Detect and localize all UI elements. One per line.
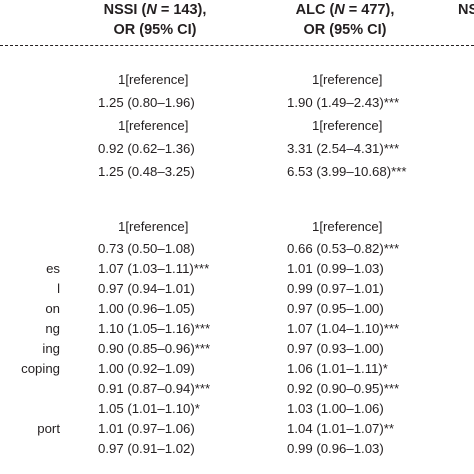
alc-or-cell: 1[reference] bbox=[312, 219, 383, 234]
alc-or-cell: 0.97 (0.93–1.00) bbox=[287, 341, 384, 356]
alc-or-cell: 0.99 (0.96–1.03) bbox=[287, 441, 384, 456]
row-label: l bbox=[57, 281, 60, 296]
nssi-or-cell: 1[reference] bbox=[118, 118, 189, 133]
row-label: ing bbox=[42, 341, 60, 356]
row-label: coping bbox=[21, 361, 60, 376]
nssi-or-cell: 0.92 (0.62–1.36) bbox=[98, 141, 195, 156]
nssi-or-cell: 0.97 (0.94–1.01) bbox=[98, 281, 195, 296]
nssi-or-cell: 0.73 (0.50–1.08) bbox=[98, 241, 195, 256]
alc-or-cell: 1[reference] bbox=[312, 72, 383, 87]
column-header-nssi-prefix: NSSI ( bbox=[103, 2, 147, 18]
nssi-or-cell: 1.10 (1.05–1.16)*** bbox=[98, 321, 211, 336]
nssi-or-cell: 1[reference] bbox=[118, 219, 189, 234]
alc-or-cell: 1.90 (1.49–2.43)*** bbox=[287, 95, 400, 110]
alc-or-cell: 1.06 (1.01–1.11)* bbox=[287, 361, 388, 376]
column-header-nssi: NSSI (N = 143), OR (95% CI) bbox=[92, 0, 218, 40]
nssi-or-cell: 1.00 (0.96–1.05) bbox=[98, 301, 195, 316]
alc-or-cell: 1.01 (0.99–1.03) bbox=[287, 261, 384, 276]
header-divider bbox=[0, 45, 474, 46]
alc-or-cell: 0.92 (0.90–0.95)*** bbox=[287, 381, 400, 396]
column-header-nssi-subtitle: OR (95% CI) bbox=[113, 22, 197, 38]
nssi-or-cell: 1.25 (0.48–3.25) bbox=[98, 164, 195, 179]
alc-or-cell: 0.99 (0.97–1.01) bbox=[287, 281, 384, 296]
alc-or-cell: 1.07 (1.04–1.10)*** bbox=[287, 321, 400, 336]
row-label: port bbox=[37, 421, 60, 436]
alc-or-cell: 1.03 (1.00–1.06) bbox=[287, 401, 384, 416]
alc-or-cell: 1.04 (1.01–1.07)** bbox=[287, 421, 395, 436]
alc-or-cell: 1[reference] bbox=[312, 118, 383, 133]
column-header-nssi-n-symbol: N bbox=[146, 2, 157, 18]
row-label: on bbox=[45, 301, 60, 316]
column-header-third-prefix: NS bbox=[458, 2, 474, 18]
nssi-or-cell: 1[reference] bbox=[118, 72, 189, 87]
alc-or-cell: 0.97 (0.95–1.00) bbox=[287, 301, 384, 316]
column-header-alc-n-symbol: N bbox=[334, 2, 345, 18]
nssi-or-cell: 0.91 (0.87–0.94)*** bbox=[98, 381, 211, 396]
nssi-or-cell: 1.01 (0.97–1.06) bbox=[98, 421, 195, 436]
alc-or-cell: 0.66 (0.53–0.82)*** bbox=[287, 241, 400, 256]
nssi-or-cell: 1.25 (0.80–1.96) bbox=[98, 95, 195, 110]
nssi-or-cell: 0.97 (0.91–1.02) bbox=[98, 441, 195, 456]
column-header-alc: ALC (N = 477), OR (95% CI) bbox=[282, 0, 408, 40]
alc-or-cell: 3.31 (2.54–4.31)*** bbox=[287, 141, 400, 156]
alc-or-cell: 6.53 (3.99–10.68)*** bbox=[287, 164, 407, 179]
column-header-alc-n-value: = 477), bbox=[344, 2, 395, 18]
column-header-alc-prefix: ALC ( bbox=[295, 2, 335, 18]
row-label: es bbox=[46, 261, 60, 276]
column-header-third: NS bbox=[458, 0, 474, 20]
column-header-nssi-n-value: = 143), bbox=[156, 2, 207, 18]
column-header-alc-subtitle: OR (95% CI) bbox=[303, 22, 387, 38]
row-label: ng bbox=[45, 321, 60, 336]
nssi-or-cell: 1.00 (0.92–1.09) bbox=[98, 361, 195, 376]
nssi-or-cell: 1.05 (1.01–1.10)* bbox=[98, 401, 200, 416]
nssi-or-cell: 0.90 (0.85–0.96)*** bbox=[98, 341, 211, 356]
nssi-or-cell: 1.07 (1.03–1.11)*** bbox=[98, 261, 210, 276]
